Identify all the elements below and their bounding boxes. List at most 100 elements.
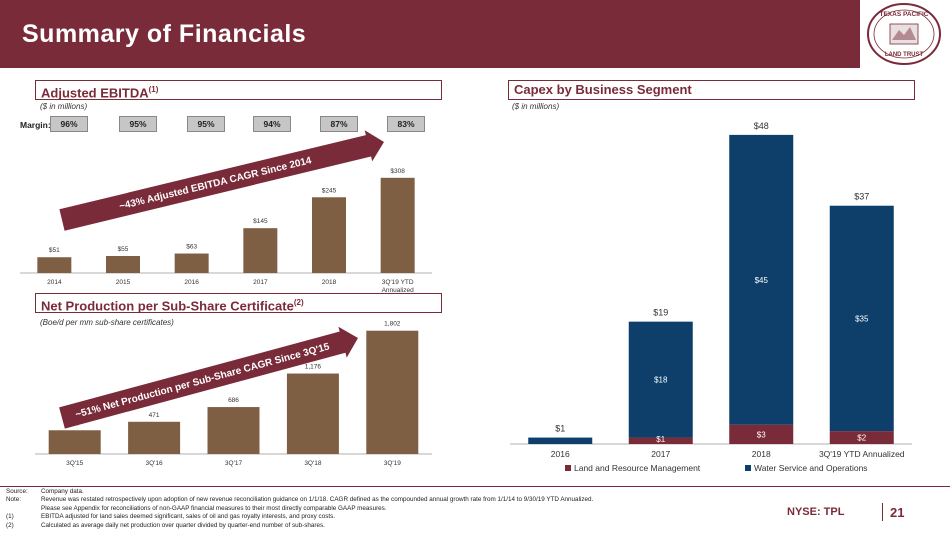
capex-total-label: $1 — [555, 424, 565, 434]
capex-units: ($ in millions) — [512, 102, 560, 111]
production-units: (Boe/d per mm sub-share certificates) — [40, 318, 174, 327]
capex-bar-water — [628, 321, 693, 438]
margin-box: 94% — [253, 116, 291, 132]
bar — [286, 373, 339, 454]
source-text: Company data. — [41, 488, 84, 495]
footnote-1-key: (1) — [6, 513, 14, 521]
production-chart: 3473Q'154713Q'166863Q'171,1763Q'181,8023… — [35, 321, 432, 467]
bar — [243, 228, 278, 273]
margin-box: 96% — [50, 116, 88, 132]
tick-label: 3Q'19 YTD — [382, 279, 414, 286]
legend-swatch-land — [565, 465, 571, 471]
legend-label-water: Water Service and Operations — [754, 463, 868, 473]
footer-divider — [0, 486, 950, 487]
footnote-1-text: EBITDA adjusted for land sales deemed si… — [41, 513, 336, 521]
capex-bar-land — [729, 424, 794, 444]
data-label: 1,176 — [305, 364, 322, 371]
data-label: $51 — [49, 247, 60, 254]
tick-label: 2018 — [322, 279, 337, 286]
bar — [106, 256, 140, 273]
note-text-2: Please see Appendix for reconciliations … — [41, 504, 387, 512]
ebitda-cagr-arrow-label: ~43% Adjusted EBITDA CAGR Since 2014 — [118, 155, 313, 212]
logo-text-top: TEXAS PACIFIC — [880, 11, 929, 18]
tick-label: 3Q'17 — [225, 460, 243, 467]
ebitda-chart: $51 2014 $55 2015 $63 2016 $145 2017 $245 2018 $30… — [20, 130, 432, 294]
capex-water-label: $18 — [654, 376, 668, 385]
bar — [37, 257, 72, 273]
data-label: $63 — [186, 244, 197, 251]
note-key: Note: — [6, 496, 22, 504]
footnote-2-key: (2) — [6, 521, 14, 529]
page-number: 21 — [890, 505, 905, 520]
data-label: $145 — [253, 218, 268, 225]
tick-label: 2014 — [47, 279, 62, 286]
ebitda-header-sup: (1) — [148, 85, 159, 94]
production-header: Net Production per Sub-Share Certificate… — [35, 293, 442, 313]
capex-total-label: $48 — [754, 121, 769, 131]
ebitda-cagr-arrow-shape — [59, 130, 384, 231]
tick-label: 2015 — [116, 279, 131, 286]
bar — [48, 430, 101, 454]
production-header-text: Net Production per Sub-Share Certificate — [41, 298, 294, 314]
page-title: Summary of Financials — [22, 20, 307, 48]
capex-land-label: $1 — [656, 435, 665, 444]
capex-header: Capex by Business Segment — [508, 80, 915, 100]
data-label: 471 — [149, 412, 160, 419]
bar — [366, 330, 419, 454]
data-label: $308 — [390, 168, 405, 175]
page-separator — [882, 503, 883, 521]
margin-box: 95% — [119, 116, 157, 132]
tick-label: 3Q'18 — [304, 460, 322, 467]
tick-label: 3Q'16 — [146, 460, 164, 467]
capex-total-label: $19 — [653, 308, 668, 318]
data-label: 1,802 — [384, 321, 401, 328]
bar — [128, 421, 181, 454]
source-key: Source: — [6, 488, 28, 495]
tick-label: Annualized — [382, 287, 415, 294]
bar — [380, 177, 415, 273]
ticker: NYSE: TPL — [787, 506, 845, 518]
capex-land-label: $3 — [757, 430, 766, 439]
capex-header-text: Capex by Business Segment — [514, 82, 692, 97]
legend-swatch-water — [745, 465, 751, 471]
capex-water-label: $45 — [755, 276, 769, 285]
data-label: $55 — [118, 246, 129, 253]
ebitda-header-text: Adjusted EBITDA — [41, 85, 149, 101]
note-text: Revenue was restated retrospectively upo… — [41, 496, 594, 504]
ebitda-units: ($ in millions) — [40, 102, 88, 111]
capex-bar-water — [528, 437, 593, 444]
capex-bar-water — [729, 134, 794, 425]
data-label: 686 — [228, 397, 239, 404]
logo-text-bottom: LAND TRUST — [885, 52, 924, 58]
bar — [312, 197, 346, 273]
tick-label: 2016 — [551, 449, 570, 459]
bar — [174, 253, 209, 273]
capex-bar-water — [829, 205, 894, 432]
tick-label: 2017 — [651, 449, 670, 459]
production-header-sup: (2) — [293, 298, 304, 307]
footnote-2-text: Calculated as average daily net producti… — [41, 521, 325, 529]
tick-label: 3Q'19 — [384, 460, 402, 467]
footnotes: Source: Company data. Note: Revenue was re… — [6, 488, 593, 530]
tick-label: 3Q'15 — [66, 460, 84, 467]
tick-label: 2017 — [253, 279, 268, 286]
margin-label: Margin: — [20, 120, 51, 130]
capex-land-label: $2 — [857, 434, 866, 443]
logo: TEXAS PACIFIC LAND TRUST — [867, 3, 941, 65]
bar — [207, 407, 260, 454]
legend-label-land: Land and Resource Management — [574, 463, 701, 473]
capex-bar-land — [829, 431, 894, 444]
tick-label: 2016 — [184, 279, 199, 286]
margin-box: 87% — [320, 116, 358, 132]
capex-water-label: $35 — [855, 314, 869, 323]
margin-box: 95% — [187, 116, 225, 132]
data-label: $245 — [322, 187, 337, 194]
ebitda-header: Adjusted EBITDA(1) — [35, 80, 442, 100]
header-bar: Summary of Financials — [0, 0, 860, 68]
margin-box: 83% — [387, 116, 425, 132]
tick-label: 3Q'19 YTD Annualized — [819, 449, 905, 459]
capex-total-label: $37 — [854, 192, 869, 202]
tick-label: 2018 — [752, 449, 771, 459]
capex-chart: $1 2016 $1 $18 $19 2017 $3 $45 $48 2018 $2 $35 $37 3Q… — [510, 121, 912, 473]
production-cagr-arrow-shape — [59, 326, 359, 429]
